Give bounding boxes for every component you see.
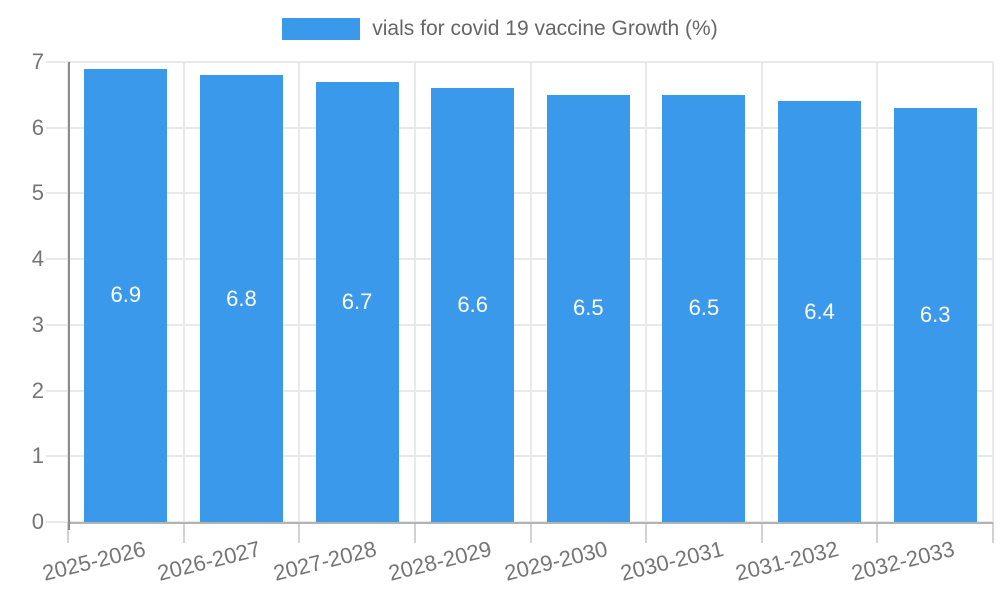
x-tick-label-2026-2027: 2026-2027 bbox=[155, 536, 264, 586]
x-tick-mark bbox=[645, 522, 648, 543]
bar-2030-2031[interactable] bbox=[662, 94, 746, 522]
x-gridline bbox=[529, 62, 532, 522]
x-tick-mark bbox=[298, 522, 301, 543]
y-tick-label: 2 bbox=[31, 377, 44, 403]
y-gridline bbox=[46, 455, 993, 458]
y-tick-label: 5 bbox=[31, 180, 44, 206]
y-gridline bbox=[46, 192, 993, 195]
bar-2031-2032[interactable] bbox=[778, 101, 862, 522]
bar-2028-2029[interactable] bbox=[431, 88, 515, 522]
x-tick-mark bbox=[529, 522, 532, 543]
x-axis-line bbox=[68, 522, 993, 524]
bar-value-label: 6.4 bbox=[804, 298, 835, 324]
x-gridline bbox=[760, 62, 763, 522]
x-gridline bbox=[992, 62, 994, 522]
y-tick-label: 7 bbox=[31, 49, 44, 74]
chart-legend: vials for covid 19 vaccine Growth (%) bbox=[0, 17, 1000, 41]
bar-2032-2033[interactable] bbox=[893, 108, 977, 522]
legend-label: vials for covid 19 vaccine Growth (%) bbox=[372, 17, 718, 40]
x-gridline bbox=[182, 62, 185, 522]
x-tick-label-2031-2032: 2031-2032 bbox=[733, 536, 842, 586]
bar-value-label: 6.5 bbox=[688, 295, 720, 321]
y-axis-line bbox=[68, 62, 70, 530]
bar-value-label: 6.5 bbox=[573, 295, 604, 321]
y-gridline bbox=[46, 258, 993, 261]
y-tick-label: 0 bbox=[31, 509, 44, 534]
x-tick-mark bbox=[67, 522, 69, 543]
x-tick-label-2029-2030: 2029-2030 bbox=[501, 536, 611, 586]
bar-2029-2030[interactable] bbox=[546, 94, 630, 522]
bar-value-label: 6.9 bbox=[110, 282, 142, 308]
bar-2027-2028[interactable] bbox=[315, 81, 399, 522]
y-tick-label: 4 bbox=[31, 246, 44, 272]
x-tick-mark bbox=[992, 522, 994, 543]
y-tick-label: 1 bbox=[31, 443, 44, 469]
x-tick-mark bbox=[413, 522, 416, 543]
x-tick-label-2027-2028: 2027-2028 bbox=[270, 536, 379, 586]
x-tick-mark bbox=[876, 522, 879, 543]
bar-value-label: 6.3 bbox=[919, 302, 951, 327]
x-gridline bbox=[413, 62, 416, 522]
legend-item[interactable]: vials for covid 19 vaccine Growth (%) bbox=[282, 17, 718, 41]
x-gridline bbox=[876, 62, 879, 522]
x-tick-label-2030-2031: 2030-2031 bbox=[617, 536, 726, 586]
y-gridline bbox=[46, 126, 993, 129]
bar-2025-2026[interactable] bbox=[84, 68, 168, 522]
x-tick-label-2032-2033: 2032-2033 bbox=[848, 536, 957, 586]
y-gridline bbox=[46, 61, 993, 63]
bar-2026-2027[interactable] bbox=[199, 75, 283, 522]
legend-swatch-icon bbox=[282, 18, 361, 40]
x-tick-mark bbox=[182, 522, 185, 543]
bar-value-label: 6.8 bbox=[226, 285, 257, 311]
y-gridline bbox=[46, 323, 993, 326]
y-gridline bbox=[46, 389, 993, 392]
bar-value-label: 6.7 bbox=[341, 288, 373, 314]
y-tick-label: 3 bbox=[31, 311, 44, 337]
x-tick-label-2028-2029: 2028-2029 bbox=[386, 536, 495, 586]
x-gridline bbox=[298, 62, 301, 522]
bar-value-label: 6.6 bbox=[457, 292, 488, 318]
x-tick-mark bbox=[760, 522, 763, 543]
x-tick-label-2025-2026: 2025-2026 bbox=[39, 536, 148, 586]
x-gridline bbox=[645, 62, 648, 522]
y-tick-label: 6 bbox=[31, 114, 44, 140]
